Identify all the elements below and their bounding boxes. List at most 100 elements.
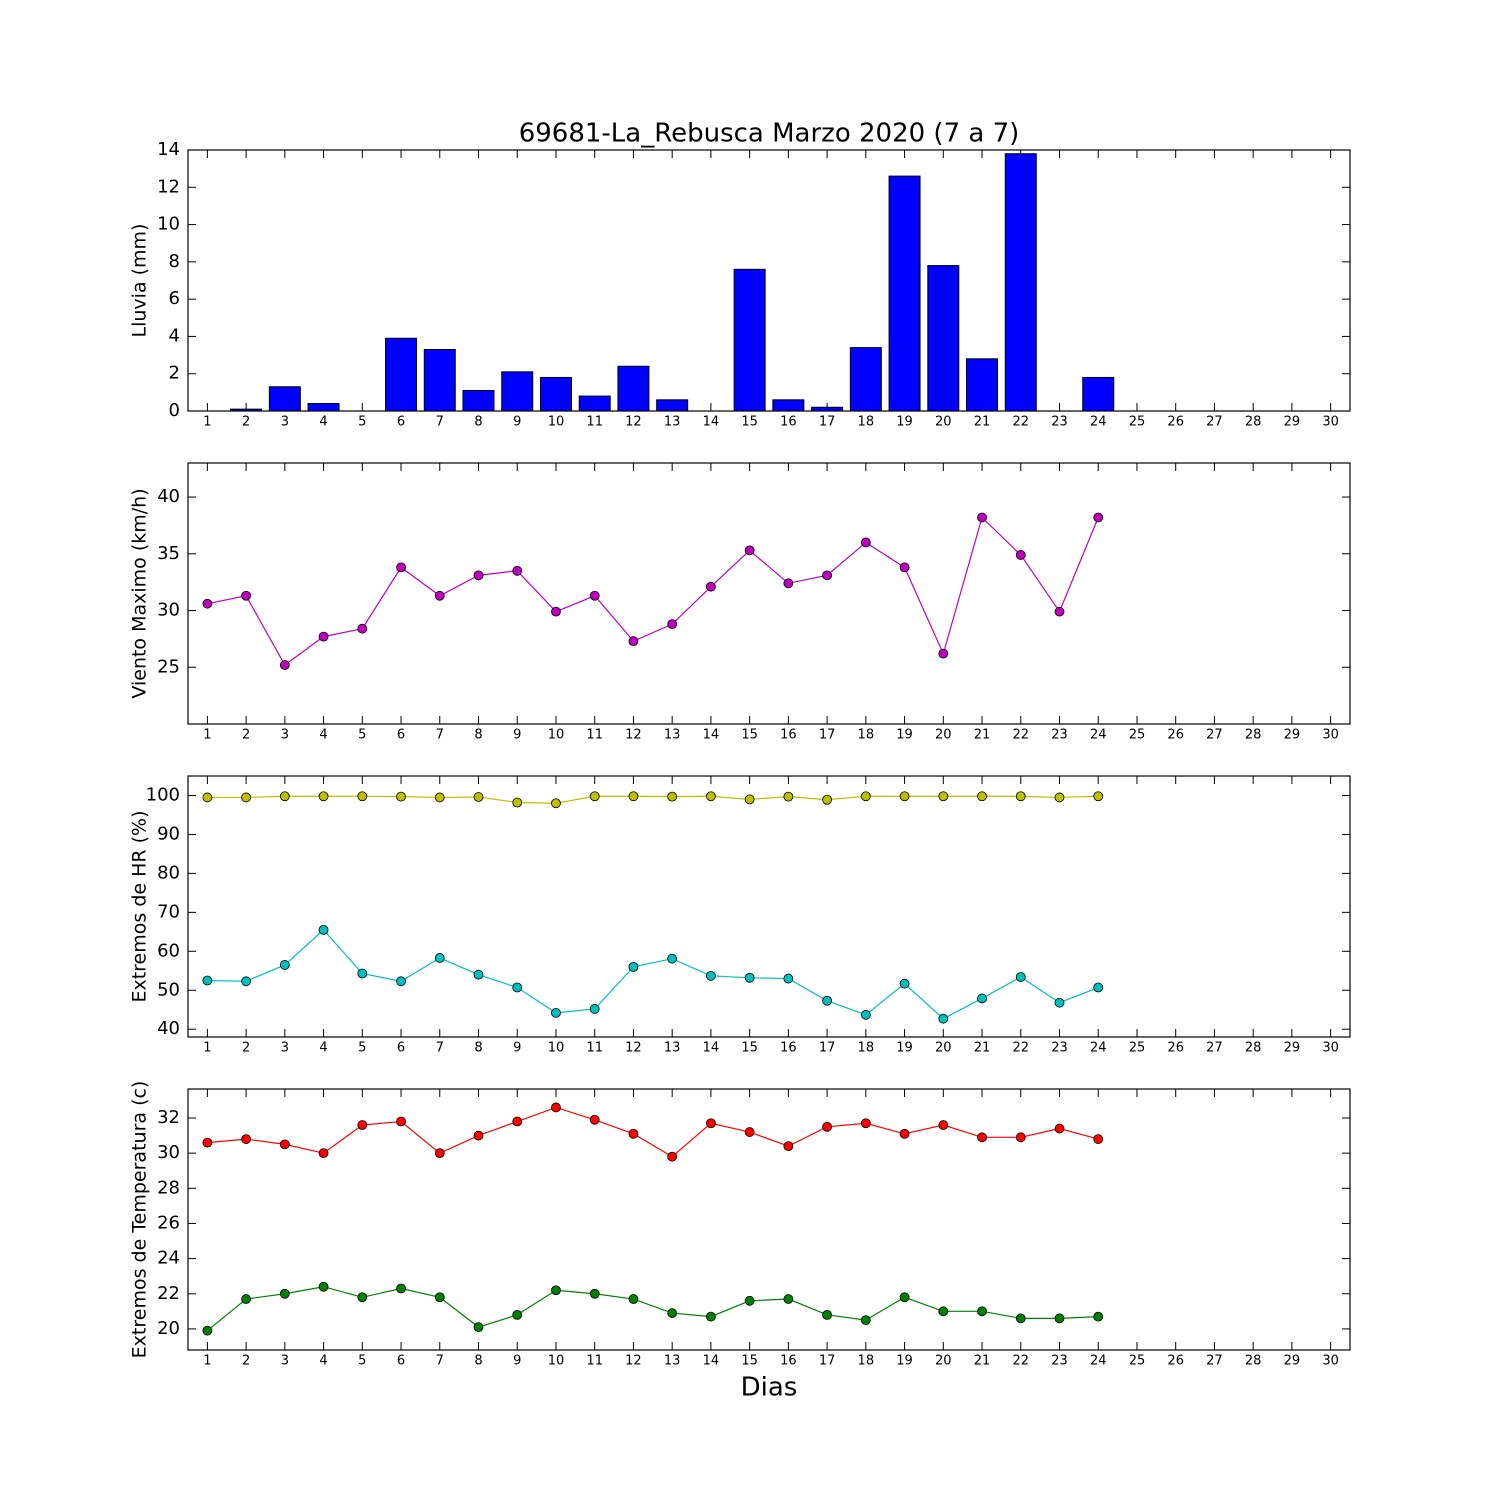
y-tick-label: 6 [169,288,180,309]
point [241,792,252,803]
x-tick-label: 23 [1051,1354,1068,1369]
point [628,1128,639,1139]
x-tick-label: 25 [1129,1041,1146,1056]
point [396,1283,406,1294]
point [977,1132,987,1143]
x-tick-label: 8 [474,1041,482,1056]
x-tick-label: 26 [1167,728,1184,743]
x-tick-label: 12 [625,415,642,430]
point [1093,1311,1104,1322]
point [589,1114,600,1125]
point [783,973,794,984]
point [279,660,290,670]
series-line [206,1286,1099,1332]
y-axis-label: Viento Maximo (km/h) [129,488,151,698]
x-tick-label: 24 [1090,1354,1107,1369]
x-tick-label: 22 [1012,415,1029,430]
x-tick-label: 9 [513,415,521,430]
x-tick-label: 1 [203,1354,211,1369]
y-tick-label: 60 [157,940,180,961]
point [357,968,368,979]
chart-title: 69681-La_Rebusca Marzo 2020 (7 a 7) [519,119,1020,149]
x-tick-label: 27 [1206,1041,1223,1056]
x-tick-label: 28 [1245,415,1262,430]
x-tick-label: 11 [586,728,603,743]
x-tick-label: 3 [281,1354,289,1369]
x-tick-label: 29 [1284,1041,1301,1056]
point [202,598,213,609]
x-tick-label: 21 [974,415,991,430]
y-tick-label: 30 [157,1142,180,1163]
bar [423,348,456,412]
point [938,1013,949,1024]
x-tick-label: 10 [548,728,565,743]
x-tick-label: 1 [203,415,211,430]
point [241,590,252,601]
x-tick-label: 16 [780,1354,797,1369]
point [822,794,832,805]
bar [849,347,882,412]
x-tick-label: 21 [974,1041,991,1056]
x-tick-label: 10 [548,415,565,430]
series-line [207,516,1099,666]
point [318,924,329,935]
y-axis-label: Extremos de Temperatura (c) [129,1081,151,1359]
x-tick-label: 11 [586,415,603,430]
y-tick-label: 32 [157,1107,180,1128]
x-tick-label: 22 [1012,728,1029,743]
y-tick-label: 20 [157,1318,180,1339]
x-tick-label: 4 [319,1041,327,1056]
bar [462,389,495,412]
point [434,1292,445,1303]
x-tick-label: 17 [819,1354,836,1369]
bar [1082,376,1115,412]
x-tick-label: 28 [1245,728,1262,743]
x-tick-label: 6 [397,1354,405,1369]
series-line [207,1106,1099,1158]
x-tick-label: 12 [625,1041,642,1056]
point [667,1308,678,1318]
point [1093,791,1104,802]
point [744,545,755,556]
plot-frame [187,1088,1351,1351]
x-tick-label: 16 [780,415,797,430]
x-tick-label: 6 [397,1041,405,1056]
point [706,791,716,802]
point [1054,1123,1065,1134]
point [628,636,639,647]
y-tick-label: 40 [157,486,180,507]
x-tick-label: 29 [1284,415,1301,430]
y-tick-label: 12 [157,176,180,197]
x-tick-label: 8 [474,1354,482,1369]
point [1093,982,1104,993]
y-tick-label: 30 [157,600,180,621]
x-tick-label: 7 [436,1041,444,1056]
bar [1004,153,1037,412]
point [551,1007,561,1018]
point [1054,997,1065,1008]
point [744,1127,755,1137]
point [977,1306,987,1317]
x-tick-label: 26 [1167,415,1184,430]
x-tick-label: 7 [436,415,444,430]
point [744,1295,755,1306]
point [589,590,600,601]
point [434,590,445,601]
x-tick-label: 24 [1090,415,1107,430]
point [318,631,329,642]
point [860,537,871,548]
x-tick-label: 25 [1129,1354,1146,1369]
point [589,1004,600,1014]
x-tick-label: 19 [896,1041,913,1056]
x-tick-label: 2 [242,728,250,743]
x-tick-label: 16 [780,1041,797,1056]
point [783,1141,794,1152]
point [706,1118,716,1129]
x-tick-label: 19 [896,728,913,743]
x-tick-label: 9 [513,1041,521,1056]
x-tick-label: 17 [819,415,836,430]
x-tick-label: 2 [242,415,250,430]
x-tick-label: 12 [625,1354,642,1369]
plot-frame [187,462,1351,725]
